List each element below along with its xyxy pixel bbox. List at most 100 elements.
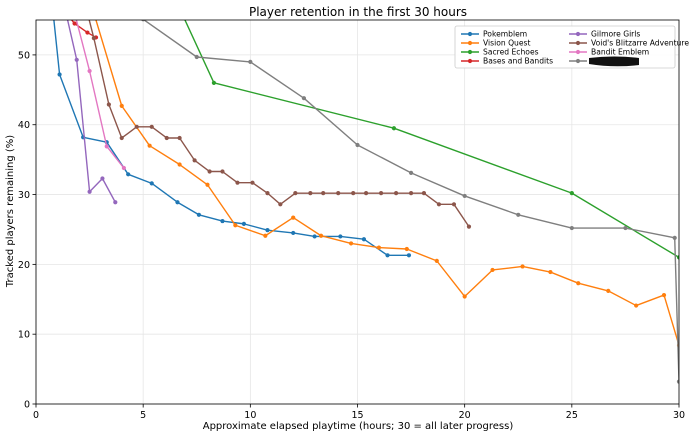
data-point: [91, 36, 96, 41]
legend-redaction-mark: [589, 56, 639, 67]
legend-label: Pokemblem: [483, 30, 527, 39]
data-point: [220, 218, 225, 224]
data-point: [355, 142, 360, 148]
data-point: [623, 225, 628, 231]
data-point: [548, 269, 553, 275]
data-point: [336, 191, 341, 196]
legend-label: Bases and Bandits: [483, 57, 553, 66]
data-point: [318, 233, 324, 238]
legend-swatch-marker: [575, 31, 581, 37]
legend-label: Bandit Emblem: [591, 48, 649, 57]
series-line: [95, 20, 679, 346]
data-point: [265, 191, 270, 196]
y-tick-label: 50: [18, 50, 30, 61]
legend-item: Pokemblem: [461, 30, 527, 39]
data-point: [57, 72, 62, 77]
data-point: [569, 225, 574, 231]
legend-item: Sacred Echoes: [461, 48, 539, 57]
y-tick-label: 10: [18, 330, 30, 341]
data-point: [436, 202, 442, 207]
legend-item: Vision Quest: [461, 39, 530, 48]
data-point: [164, 135, 169, 141]
chart-title: Player retention in the first 30 hours: [249, 5, 467, 19]
series-3: [70, 20, 99, 40]
data-point: [291, 230, 296, 236]
data-point: [408, 191, 414, 196]
y-axis-label: Tracked players remaining (%): [5, 135, 16, 288]
legend-item: [569, 56, 639, 67]
data-point: [363, 191, 369, 196]
data-point: [312, 234, 317, 239]
data-point: [291, 215, 296, 220]
series-5: [88, 20, 472, 229]
legend-label: Gilmore Girls: [591, 30, 640, 39]
data-point: [301, 96, 307, 101]
data-point: [85, 30, 90, 35]
x-tick-label: 5: [140, 410, 146, 421]
data-point: [661, 292, 667, 298]
data-point: [520, 264, 525, 269]
data-point: [293, 191, 298, 196]
data-point: [177, 162, 182, 167]
data-point: [121, 165, 126, 171]
data-point: [490, 267, 495, 273]
series-7: [141, 20, 679, 384]
data-point: [606, 288, 611, 293]
data-point: [676, 255, 679, 260]
legend-swatch-marker: [467, 49, 473, 55]
data-point: [106, 102, 111, 107]
data-point: [406, 253, 412, 258]
data-point: [250, 180, 255, 185]
data-point: [451, 202, 457, 207]
legend-swatch-marker: [575, 40, 581, 46]
data-point: [205, 182, 210, 187]
data-point: [211, 80, 216, 85]
data-point: [175, 200, 180, 205]
series-line: [75, 20, 125, 169]
legend-swatch-marker: [575, 49, 581, 55]
series-lines: [53, 20, 679, 384]
data-point: [576, 281, 581, 286]
series-line: [88, 20, 470, 228]
data-point: [569, 191, 574, 196]
legend-label: Sacred Echoes: [483, 48, 539, 57]
plot-frame: [35, 19, 680, 405]
x-tick-label: 10: [244, 410, 256, 421]
x-tick-label: 20: [459, 410, 471, 421]
y-tick-label: 0: [24, 400, 30, 411]
data-point: [263, 233, 268, 238]
data-point: [308, 191, 313, 196]
data-point: [462, 193, 467, 199]
data-point: [100, 176, 105, 181]
data-point: [134, 124, 139, 129]
data-point: [672, 235, 677, 240]
data-point: [376, 245, 382, 250]
data-point: [235, 180, 240, 185]
data-point: [87, 189, 92, 194]
data-point: [149, 124, 154, 129]
data-point: [119, 103, 124, 108]
data-point: [385, 253, 390, 258]
data-point: [177, 135, 182, 141]
axes: 0 5 10 15 20 25 30 0 10 20 30 40 50: [18, 50, 685, 421]
legend-swatch-marker: [467, 58, 473, 64]
x-tick-label: 15: [351, 410, 363, 421]
data-point: [192, 158, 197, 163]
series-4: [66, 20, 118, 205]
data-point: [126, 172, 131, 177]
data-point: [265, 228, 270, 233]
data-point: [361, 237, 367, 242]
data-point: [466, 224, 472, 229]
legend-swatch-marker: [467, 40, 473, 46]
data-point: [104, 144, 109, 149]
data-point: [194, 54, 199, 60]
data-point: [634, 303, 639, 308]
data-point: [196, 212, 201, 217]
data-point: [278, 202, 283, 207]
legend-item: Bandit Emblem: [569, 48, 649, 57]
x-tick-label: 30: [673, 410, 685, 421]
data-point: [391, 126, 397, 131]
